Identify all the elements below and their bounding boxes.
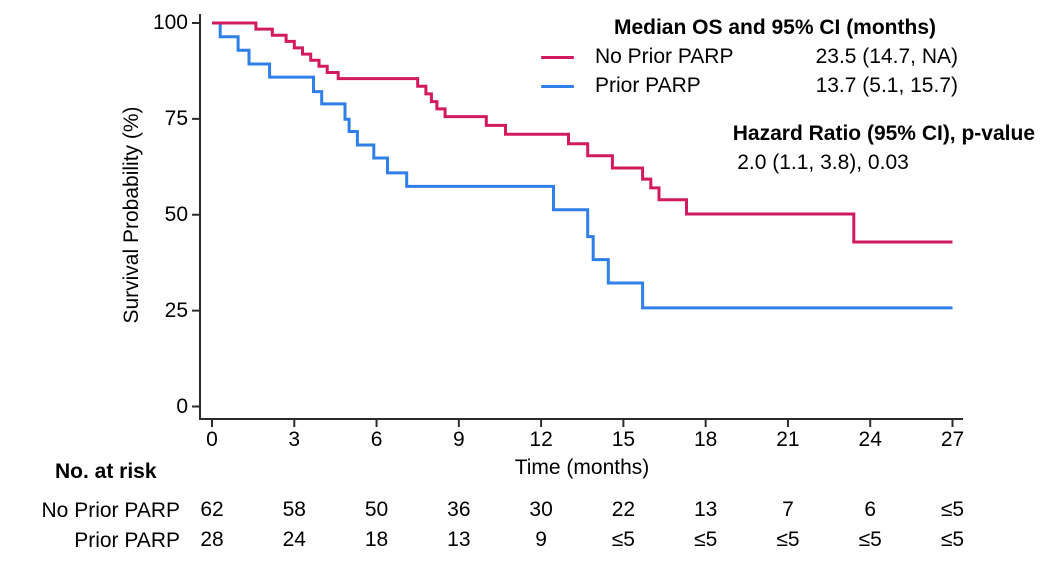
y-tick-label: 100 (152, 11, 188, 34)
risk-count: 58 (282, 498, 306, 521)
legend-label-prior-parp: Prior PARP (595, 74, 701, 97)
survival-curve-no-prior-parp (212, 21, 953, 244)
x-axis-title: Time (months) (514, 456, 650, 479)
legend-value-no-prior-parp: 23.5 (14.7, NA) (815, 45, 958, 68)
risk-count: 7 (782, 498, 794, 521)
legend-title: Median OS and 95% CI (months) (613, 16, 937, 39)
risk-count: ≤5 (611, 528, 635, 551)
risk-count: ≤5 (858, 528, 882, 551)
axis-lines (199, 14, 963, 420)
risk-count: 24 (282, 528, 306, 551)
legend-label-no-prior-parp: No Prior PARP (595, 45, 734, 68)
risk-count: 28 (200, 528, 224, 551)
risk-count: 36 (447, 498, 471, 521)
risk-count: 30 (529, 498, 553, 521)
x-tick-label: 6 (370, 428, 383, 451)
y-tick-label: 75 (164, 106, 188, 130)
risk-row-label-prior-parp: Prior PARP (74, 529, 180, 552)
risk-count: 62 (200, 498, 224, 521)
risk-count: 13 (693, 498, 718, 521)
risk-count: 13 (447, 528, 471, 551)
prior-parp-line-swatch-icon (541, 85, 574, 88)
risk-count: ≤5 (940, 528, 965, 551)
risk-count: 22 (611, 498, 636, 521)
risk-count: ≤5 (776, 528, 800, 551)
risk-count: 6 (864, 498, 877, 521)
legend-value-prior-parp: 13.7 (5.1, 15.7) (815, 74, 958, 97)
y-tick-label: 25 (164, 298, 188, 322)
survival-curve-prior-parp (212, 21, 953, 310)
y-tick-label: 0 (176, 394, 188, 418)
risk-table-header: No. at risk (55, 460, 157, 483)
y-tick-label: 50 (164, 202, 188, 226)
risk-row-label-no-prior-parp: No Prior PARP (41, 499, 180, 522)
risk-count: 18 (364, 528, 389, 551)
x-tick-label: 21 (776, 428, 800, 451)
x-tick-label: 3 (288, 428, 301, 451)
risk-count: 50 (364, 498, 389, 521)
risk-count: 9 (535, 528, 547, 551)
hazard-ratio-title: Hazard Ratio (95% CI), p-value (732, 122, 1035, 145)
x-tick-label: 9 (452, 428, 465, 451)
x-tick-label: 18 (693, 428, 718, 451)
x-tick-label: 15 (611, 428, 636, 451)
risk-count: ≤5 (694, 528, 718, 551)
x-tick-label: 0 (206, 428, 218, 451)
x-tick-label: 12 (529, 428, 553, 451)
x-tick-label: 24 (858, 428, 882, 451)
risk-count: ≤5 (940, 498, 965, 521)
x-tick-label: 27 (940, 428, 965, 451)
no-prior-parp-line-swatch-icon (541, 56, 574, 59)
hazard-ratio-value: 2.0 (1.1, 3.8), 0.03 (737, 151, 909, 174)
